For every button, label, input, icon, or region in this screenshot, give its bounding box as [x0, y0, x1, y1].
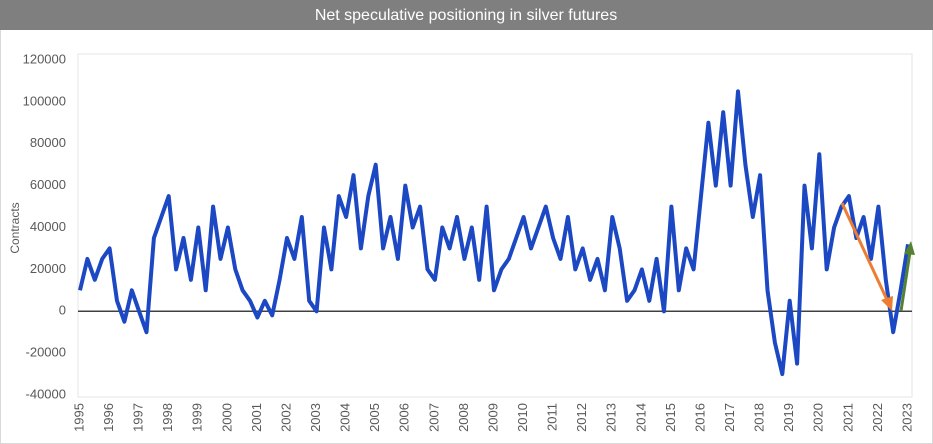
- green-arrow: [899, 251, 912, 312]
- y-tick-label: -20000: [26, 345, 66, 360]
- green-arrowhead: [904, 241, 915, 255]
- x-tick-label: 2000: [219, 403, 234, 432]
- x-tick-label: 1996: [101, 403, 116, 432]
- y-tick-label: -40000: [26, 386, 66, 401]
- plot-area: [77, 53, 913, 398]
- x-tick-label: 2023: [899, 403, 914, 432]
- x-tick-label: 2022: [870, 403, 885, 432]
- y-tick-label: 100000: [23, 93, 66, 108]
- x-tick-label: 2017: [722, 403, 737, 432]
- y-tick-label: 80000: [30, 135, 66, 150]
- x-tick-label: 2007: [426, 403, 441, 432]
- orange-arrow: [840, 202, 890, 303]
- x-tick-label: 2001: [249, 403, 264, 432]
- plot: -40000 -20000 0 20000 40000 60000 80000 100000 1…: [23, 51, 915, 431]
- y-tick-label: 20000: [30, 261, 66, 276]
- x-tick-label: 2002: [278, 403, 293, 432]
- x-tick-label: 2015: [663, 403, 678, 432]
- x-tick-label: 2021: [840, 403, 855, 432]
- x-tick-label: 1999: [190, 403, 205, 432]
- y-axis-label: Contracts: [8, 202, 22, 253]
- x-tick-label: 1995: [71, 403, 86, 432]
- x-tick-label: 2006: [397, 403, 412, 432]
- x-tick-label: 2013: [604, 403, 619, 432]
- x-tick-label: 2004: [338, 403, 353, 432]
- x-tick-label: 2020: [811, 403, 826, 432]
- y-tick-label: 60000: [30, 177, 66, 192]
- x-tick-label: 2012: [574, 403, 589, 432]
- x-tick-label: 2003: [308, 403, 323, 432]
- x-tick-label: 2016: [692, 403, 707, 432]
- x-tick-label: 2019: [781, 403, 796, 432]
- y-tick-label: 0: [59, 303, 66, 318]
- x-tick-label: 2010: [515, 403, 530, 432]
- x-tick-label: 2011: [545, 403, 560, 431]
- series-line: [78, 89, 910, 377]
- title-bar: [0, 0, 933, 30]
- x-tick-label: 2018: [752, 403, 767, 432]
- x-tick-label: 1997: [131, 403, 146, 432]
- x-tick-label: 1998: [160, 403, 175, 432]
- y-tick-label: 120000: [23, 51, 66, 66]
- x-tick-label: 2009: [485, 403, 500, 432]
- y-tick-label: 40000: [30, 219, 66, 234]
- x-tick-label: 2005: [367, 403, 382, 432]
- x-tick-label: 2008: [456, 403, 471, 432]
- chart-title: Net speculative positioning in silver fu…: [315, 7, 617, 24]
- x-tick-label: 2014: [633, 403, 648, 432]
- orange-arrowhead: [881, 296, 893, 311]
